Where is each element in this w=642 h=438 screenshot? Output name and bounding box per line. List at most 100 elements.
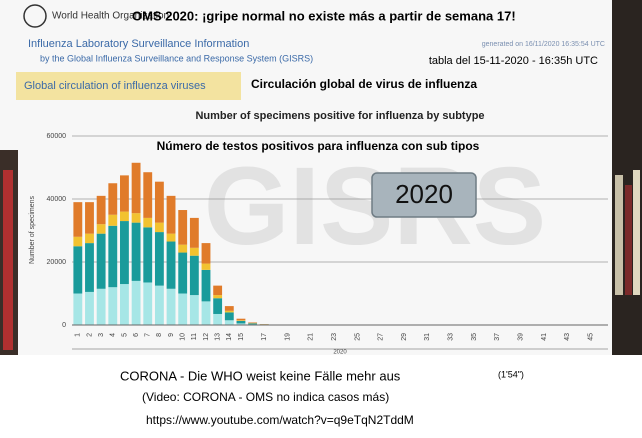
bar-segment bbox=[224, 320, 234, 325]
bar-segment bbox=[96, 233, 106, 289]
x-tick-label: 12 bbox=[203, 333, 210, 341]
bar-segment bbox=[236, 320, 246, 324]
bar-segment bbox=[189, 295, 199, 325]
bar-segment bbox=[154, 232, 164, 286]
bar-segment bbox=[96, 195, 106, 225]
bar-segment bbox=[108, 214, 118, 226]
bar-segment bbox=[85, 202, 94, 234]
bar-segment bbox=[120, 175, 129, 212]
x-tick-label: 23 bbox=[331, 333, 338, 341]
x-tick-label: 1 bbox=[75, 333, 82, 337]
x-tick-label: 6 bbox=[133, 333, 140, 337]
book bbox=[625, 185, 632, 295]
bar-segment bbox=[96, 224, 106, 234]
annotation: 2020 bbox=[395, 179, 453, 209]
book bbox=[3, 170, 13, 350]
x-tick-label: 7 bbox=[145, 333, 152, 337]
bar-segment bbox=[189, 255, 199, 296]
bar-segment bbox=[178, 293, 188, 325]
bar-segment bbox=[166, 288, 176, 325]
bar-segment bbox=[236, 323, 246, 325]
bar-segment bbox=[248, 323, 258, 325]
x-tick-label: 3 bbox=[98, 333, 105, 337]
bar-segment bbox=[201, 263, 211, 270]
y-tick-label: 20000 bbox=[47, 259, 67, 266]
bar-segment bbox=[178, 210, 188, 245]
bar-segment bbox=[154, 181, 164, 223]
x-tick-label: 15 bbox=[238, 333, 245, 341]
bar-segment bbox=[85, 243, 94, 292]
bar-segment bbox=[248, 322, 258, 324]
bar-segment bbox=[73, 246, 83, 294]
x-tick-label: 27 bbox=[378, 333, 385, 341]
bar-segment bbox=[154, 222, 164, 233]
x-tick-label: 13 bbox=[214, 333, 221, 341]
table-note: tabla del 15-11-2020 - 16:35h UTC bbox=[429, 55, 598, 67]
bar-segment bbox=[154, 285, 164, 325]
bar-segment bbox=[224, 312, 234, 321]
bar-segment bbox=[166, 241, 176, 289]
bar-segment bbox=[131, 213, 141, 223]
bar-segment bbox=[120, 221, 129, 285]
x-tick-label: 21 bbox=[308, 333, 315, 341]
bar-segment bbox=[224, 310, 234, 313]
bar-segment bbox=[213, 285, 223, 296]
x-tick-label: 45 bbox=[587, 333, 594, 341]
x-tick-label: 35 bbox=[471, 333, 478, 341]
x-tick-label: 8 bbox=[156, 333, 163, 337]
x-tick-label: 19 bbox=[284, 333, 291, 341]
org-name: World Health Organization bbox=[52, 11, 169, 22]
tab-translation: Circulación global de virus de influenza bbox=[251, 77, 477, 91]
bar-segment bbox=[131, 162, 141, 214]
bar-segment bbox=[213, 295, 223, 299]
headline: OMS 2020: ¡gripe normal no existe más a … bbox=[132, 8, 516, 23]
bar-segment bbox=[213, 313, 223, 325]
bar-segment bbox=[143, 172, 153, 218]
x-tick-label: 4 bbox=[110, 333, 117, 337]
bar-segment bbox=[178, 252, 188, 294]
generated: generated on 16/11/2020 16:35:54 UTC bbox=[482, 41, 605, 48]
y-tick-label: 40000 bbox=[47, 196, 67, 203]
chart-title: Number of specimens positive for influen… bbox=[195, 110, 484, 122]
x-tick-label: 33 bbox=[448, 333, 455, 341]
bar-segment bbox=[143, 217, 153, 228]
bar-segment bbox=[178, 244, 188, 253]
book bbox=[615, 175, 623, 295]
x-tick-label: 9 bbox=[168, 333, 175, 337]
bar-segment bbox=[236, 318, 246, 321]
bar-segment bbox=[85, 233, 94, 244]
x-tick-label: 43 bbox=[564, 333, 571, 341]
y-tick-label: 0 bbox=[62, 322, 66, 329]
x-tick-label: 25 bbox=[354, 333, 361, 341]
bar-segment bbox=[143, 282, 153, 325]
x-tick-label: 41 bbox=[541, 333, 548, 341]
tab-label: Global circulation of influenza viruses bbox=[24, 80, 206, 92]
x-tick-label: 2 bbox=[86, 333, 93, 337]
x-tick-label: 5 bbox=[121, 333, 128, 337]
x-tick-label: 37 bbox=[494, 333, 501, 341]
x-axis-label: 2020 bbox=[333, 350, 347, 356]
bar-segment bbox=[131, 280, 141, 325]
x-tick-label: 39 bbox=[517, 333, 524, 341]
x-tick-label: 29 bbox=[401, 333, 408, 341]
bar-segment bbox=[73, 293, 83, 325]
who-logo bbox=[23, 4, 47, 28]
bar-segment bbox=[120, 284, 129, 325]
caption: CORONA - Die WHO weist keine Fälle mehr … bbox=[120, 368, 401, 383]
y-axis-label: Number of specimens bbox=[29, 195, 36, 264]
tab bbox=[16, 72, 241, 100]
bar-segment bbox=[108, 183, 118, 215]
bar-segment bbox=[213, 298, 223, 314]
bar-segment bbox=[108, 225, 118, 288]
bar-segment bbox=[201, 301, 211, 325]
bar-segment bbox=[224, 306, 234, 311]
x-tick-label: 14 bbox=[226, 333, 233, 341]
bar-segment bbox=[201, 243, 211, 264]
bar-segment bbox=[189, 217, 199, 248]
annotation-box bbox=[371, 172, 477, 218]
bar-segment bbox=[131, 222, 141, 281]
url: https://www.youtube.com/watch?v=q9eTqN2T… bbox=[146, 413, 414, 427]
bar-segment bbox=[201, 269, 211, 302]
bar-segment bbox=[236, 320, 246, 321]
x-tick-label: 17 bbox=[261, 333, 268, 341]
